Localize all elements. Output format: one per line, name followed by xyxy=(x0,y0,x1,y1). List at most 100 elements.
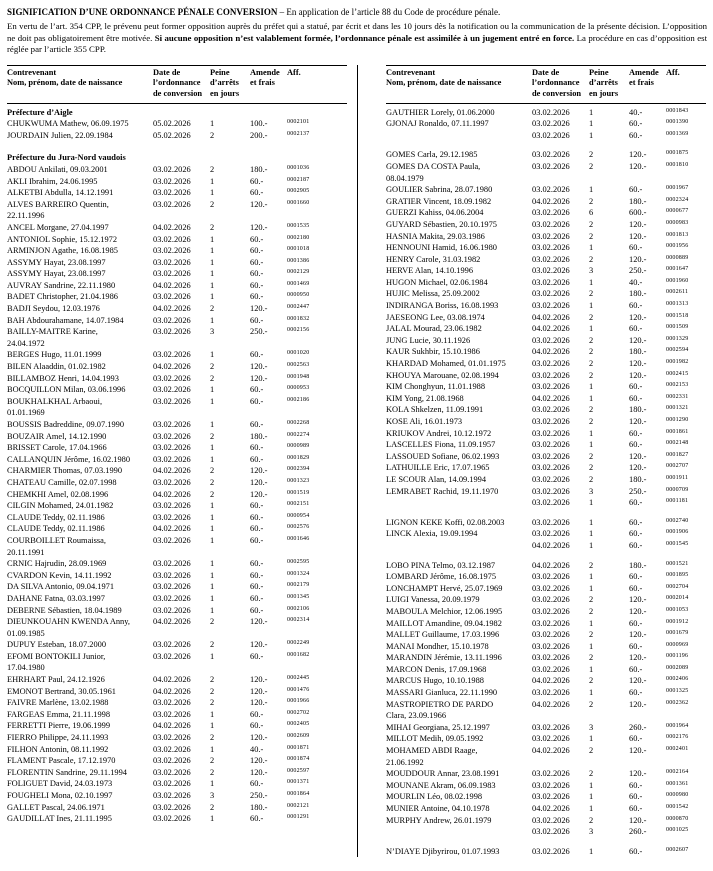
aff-number: 0001956 xyxy=(666,243,689,250)
entry-line: 04.02.2026 2 120.- 0001518 xyxy=(532,312,706,324)
peine-jours: 2 xyxy=(589,630,594,640)
entry-line: 04.02.2026 2 120.- 0002401 xyxy=(532,745,706,757)
amende-frais: 120.- xyxy=(629,463,647,473)
contrevenant-name: BOCQUILLON Milan, 03.06.1996 xyxy=(7,385,126,395)
header-date-line3: de conversion xyxy=(153,88,203,98)
table-row: HUGON Michael, 02.06.1984 03.02.2026 1 40.-… xyxy=(386,277,706,289)
table-row: LINCK Alexia, 19.09.1994 03.02.2026 1 60.- 0… xyxy=(386,528,706,551)
entry-line: 03.02.2026 1 60.- 0001646 xyxy=(153,535,347,547)
entry-line: 04.02.2026 1 60.- 0001509 xyxy=(532,323,706,335)
entry-line: 03.02.2026 2 120.- 0001810 xyxy=(532,161,706,173)
entry-lines: 03.02.2026 1 60.- 0000969 xyxy=(532,641,706,653)
table-row: ALVES BARREIRO Quentin, 22.11.1996 03.02.… xyxy=(7,199,347,222)
conversion-date: 04.02.2026 xyxy=(532,324,570,334)
entry-lines: 03.02.2026 2 120.- 0001948 xyxy=(153,373,347,385)
peine-jours: 1 xyxy=(210,257,215,267)
aff-number: 0001290 xyxy=(666,417,689,423)
amende-frais: 40.- xyxy=(250,744,264,754)
amende-frais: 60.- xyxy=(250,443,264,453)
contrevenant-name: HUJIC Melissa, 25.09.2002 xyxy=(386,289,480,299)
entry-lines: 03.02.2026 2 120.- 0001329 xyxy=(532,335,706,347)
peine-jours: 1 xyxy=(589,846,594,856)
aff-number: 0001895 xyxy=(666,572,689,579)
aff-number: 0002274 xyxy=(287,431,310,438)
entry-lines: 04.02.2026 2 120.- 0002406 xyxy=(532,675,706,687)
table-row: BOUSSIS Badreddine, 09.07.1990 03.02.2026… xyxy=(7,419,347,431)
amende-frais: 120.- xyxy=(250,767,268,777)
peine-jours: 1 xyxy=(589,393,594,403)
table-row: GUYARD Sébastien, 20.10.1975 03.02.2026 2 1… xyxy=(386,219,706,231)
amende-frais: 60.- xyxy=(629,324,643,334)
aff-number: 0001469 xyxy=(287,280,310,287)
contrevenant-name: LEMRABET Rachid, 19.11.1970 xyxy=(386,486,499,496)
aff-number: 0001535 xyxy=(287,222,310,229)
entry-lines: 03.02.2026 1 60.- 0001386 xyxy=(153,257,347,269)
conversion-date: 03.02.2026 xyxy=(153,779,191,789)
amende-frais: 60.- xyxy=(250,396,264,406)
contrevenant-name: MARANDIN Jérémie, 13.11.1996 xyxy=(386,653,502,663)
aff-number: 0001827 xyxy=(666,451,689,458)
amende-frais: 120.- xyxy=(629,335,647,345)
entry-lines: 03.02.2026 2 120.- 0002609 xyxy=(153,732,347,744)
header-date-line2: l’ordonnance xyxy=(532,78,580,88)
amende-frais: 60.- xyxy=(629,529,643,539)
amende-frais: 120.- xyxy=(629,451,647,461)
amende-frais: 100.- xyxy=(250,119,268,129)
peine-jours: 1 xyxy=(210,119,215,129)
amende-frais: 60.- xyxy=(629,185,643,195)
contrevenant-name: FIERRO Philippe, 24.11.1993 xyxy=(7,733,109,743)
aff-number: 0001329 xyxy=(666,335,689,342)
amende-frais: 120.- xyxy=(629,606,647,616)
aff-number: 0002415 xyxy=(666,370,689,377)
amende-frais: 120.- xyxy=(629,370,647,380)
header-amende-line2: et frais xyxy=(250,78,275,88)
amende-frais: 60.- xyxy=(629,243,643,253)
conversion-date: 03.02.2026 xyxy=(532,208,570,218)
amende-frais: 60.- xyxy=(629,572,643,582)
contrevenant-name: HUGON Michael, 02.06.1984 xyxy=(386,277,488,287)
entry-line: 03.02.2026 1 60.- 0001361 xyxy=(532,780,706,792)
aff-number: 0001874 xyxy=(287,756,310,763)
entry-line: 03.02.2026 3 250.- 0000709 xyxy=(532,486,706,498)
contrevenant-name: GUYARD Sébastien, 20.10.1975 xyxy=(386,219,497,229)
entry-line: 03.02.2026 1 60.- 0001313 xyxy=(532,300,706,312)
table-row: CRNIC Hajrudin, 28.09.1969 03.02.2026 1 60.… xyxy=(7,558,347,570)
entry-lines: 04.02.2026 2 120.- 0002445 xyxy=(153,674,347,686)
entry-line: 03.02.2026 1 60.- 0001912 xyxy=(532,618,706,630)
entry-lines: 04.02.2026 2 120.- 0001519 xyxy=(153,489,347,501)
entry-lines: 04.02.2026 1 60.- 0002405 xyxy=(153,720,347,732)
entry-line: 03.02.2026 2 180.- 0002611 xyxy=(532,288,706,300)
conversion-date: 03.02.2026 xyxy=(532,463,570,473)
peine-jours: 1 xyxy=(210,315,215,325)
table-row: ABDOU Ankilati, 09.03.2001 03.02.2026 2 180… xyxy=(7,164,347,176)
peine-jours: 1 xyxy=(589,428,594,438)
peine-jours: 2 xyxy=(210,130,215,140)
contrevenant-name: LOBO PINA Telmo, 03.12.1987 xyxy=(386,560,496,570)
peine-jours: 3 xyxy=(210,791,215,800)
peine-jours: 1 xyxy=(210,721,215,731)
conversion-date: 03.02.2026 xyxy=(153,582,191,592)
entry-line: 03.02.2026 3 260.- 0001964 xyxy=(532,722,706,734)
peine-jours: 2 xyxy=(210,164,215,174)
peine-jours: 2 xyxy=(589,196,594,206)
contrevenant-name: EMONOT Bertrand, 30.05.1961 xyxy=(7,686,116,696)
table-row: MARCUS Hugo, 10.10.1988 04.02.2026 2 120.- 0… xyxy=(386,675,706,687)
contrevenant-name: BOUZAIR Amel, 14.12.1990 xyxy=(7,431,107,441)
column-divider xyxy=(357,64,358,858)
peine-jours: 1 xyxy=(210,651,215,661)
document-title-rest: – En application de l’article 88 du Code… xyxy=(277,7,501,17)
entry-lines: 03.02.2026 1 60.- 0002148 xyxy=(532,439,706,451)
entry-lines: 03.02.2026 1 60.- 0002180 xyxy=(153,234,347,246)
entry-lines: 04.02.2026 1 60.- 0002576 xyxy=(153,523,347,535)
entry-line: 04.02.2026 2 120.- 0001535 xyxy=(153,222,347,234)
table-row: MABOULA Melchior, 12.06.1995 03.02.2026 2 1… xyxy=(386,606,706,618)
aff-number: 0002249 xyxy=(287,640,310,647)
header-peine-line3: en jours xyxy=(210,88,240,98)
table-row: MASTROPIETRO DE PARDO Clara, 23.09.1966 0… xyxy=(386,699,706,722)
peine-jours: 1 xyxy=(589,529,594,539)
amende-frais: 60.- xyxy=(250,234,264,244)
aff-number: 0002137 xyxy=(287,130,310,137)
contrevenant-name: MARCUS Hugo, 10.10.1988 xyxy=(386,676,484,686)
contrevenant-name: FOUGHELI Mona, 02.10.1997 xyxy=(7,791,113,800)
peine-jours: 1 xyxy=(589,688,594,698)
